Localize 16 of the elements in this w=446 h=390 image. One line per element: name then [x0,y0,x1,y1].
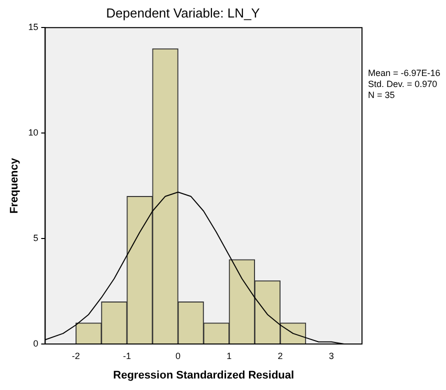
x-tick-label: 3 [328,350,334,361]
chart-title: Dependent Variable: LN_Y [106,5,260,20]
text: Mean = -6.97E-16 [368,68,440,79]
text: Std. Dev. = 0.970 [368,79,438,90]
x-tick-label: 1 [226,350,232,361]
x-tick-label: -2 [72,350,80,361]
x-tick-label: 2 [278,350,283,361]
y-tick-label: 10 [28,128,38,138]
x-axis-title: Regression Standardized Residual [113,369,294,382]
y-axis-title: Frequency [8,157,21,214]
text: N = 35 [368,90,396,101]
y-tick-label: 15 [28,22,38,32]
y-tick-label: 0 [33,338,38,348]
x-tick-label: 0 [176,350,181,361]
y-tick-label: 5 [33,233,38,244]
x-tick-label: -1 [122,350,131,361]
